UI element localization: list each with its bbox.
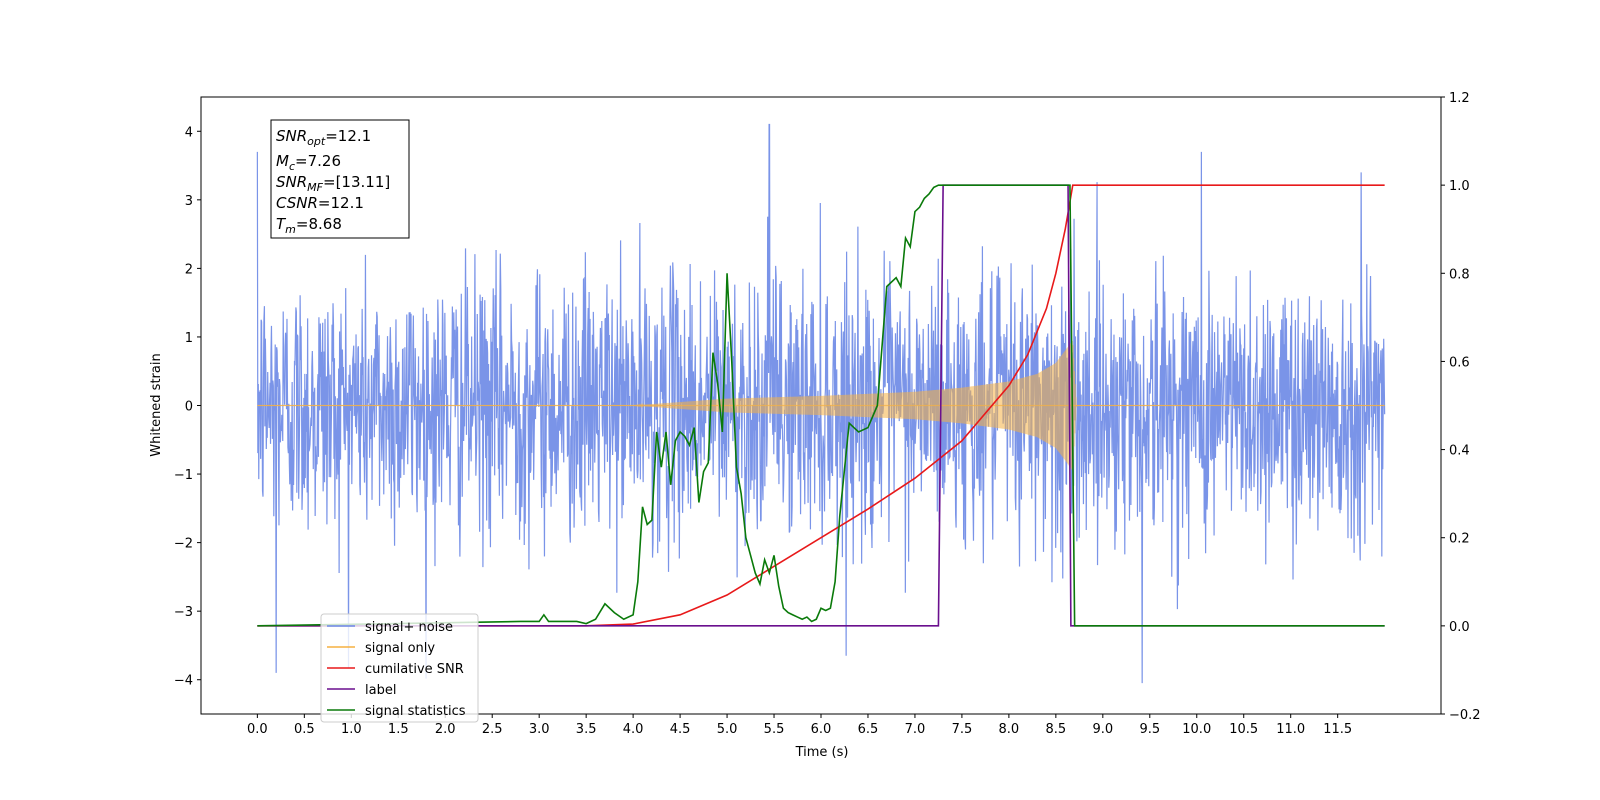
y-right-tick-label: 0.8: [1449, 267, 1470, 282]
legend-frame: [320, 613, 479, 723]
x-tick-label: 0.0: [247, 722, 268, 737]
y-right-tick-label: 0.0: [1449, 620, 1470, 635]
y-right-tick-label: 1.0: [1449, 179, 1470, 194]
x-tick-label: 8.5: [1046, 722, 1067, 737]
x-tick-label: 6.0: [811, 722, 832, 737]
x-tick-label: 10.5: [1229, 722, 1258, 737]
legend-label-label: label: [365, 683, 396, 698]
x-tick-label: 1.5: [388, 722, 409, 737]
signal-statistics-line: [257, 184, 1385, 627]
y-right-tick-label: 0.6: [1449, 355, 1470, 370]
x-tick-label: 9.0: [1092, 722, 1113, 737]
x-tick-label: 11.0: [1276, 722, 1305, 737]
series-signal-noise: [256, 123, 1386, 684]
annotation-line-snr-mf: SNRMF=[13.11]: [276, 173, 390, 194]
legend-label-signal-noise: signal+ noise: [365, 620, 453, 635]
plot-area: [256, 123, 1386, 684]
y-left-tick-label: 3: [185, 194, 193, 209]
x-axis-ticks: 0.0 0.5 1.0 1.5 2.0 2.5 3.0 3.5 4.0 4.5 5.0 5.5 6.0 6…: [247, 714, 1352, 737]
legend-label-signal-statistics: signal statistics: [365, 704, 466, 719]
x-tick-label: 3.5: [576, 722, 597, 737]
y-left-tick-label: −1: [174, 468, 193, 483]
y-left-tick-label: 1: [185, 331, 193, 346]
right-axis-lines: [257, 184, 1385, 627]
legend-label-signal-only: signal only: [365, 641, 435, 656]
x-tick-label: 6.5: [858, 722, 879, 737]
x-tick-label: 2.5: [482, 722, 503, 737]
annotation-line-tm: Tm=8.68: [276, 215, 342, 236]
x-tick-label: 5.5: [764, 722, 785, 737]
x-tick-label: 1.0: [341, 722, 362, 737]
series-signal-only: [257, 341, 1385, 471]
y-right-tick-label: 0.2: [1449, 532, 1470, 547]
x-tick-label: 9.5: [1139, 722, 1160, 737]
legend: signal+ noise signal only cumilative SNR…: [320, 613, 479, 723]
y-left-tick-label: −2: [174, 537, 193, 552]
signal-noise-line: [256, 123, 1386, 684]
y-left-tick-label: 2: [185, 262, 193, 277]
y-left-tick-label: −4: [174, 674, 193, 689]
y-left-tick-label: −3: [174, 605, 193, 620]
x-tick-label: 11.5: [1323, 722, 1352, 737]
parameter-annotation-box: SNRopt=12.1 Mc=7.26 SNRMF=[13.11] CSNR=1…: [270, 119, 410, 239]
x-tick-label: 4.0: [623, 722, 644, 737]
annotation-line-mc: Mc=7.26: [276, 152, 341, 173]
annotation-line-snr-opt: SNRopt=12.1: [276, 127, 371, 148]
y-left-tick-label: 4: [185, 125, 193, 140]
y-axis-right-ticks: −0.2 0.0 0.2 0.4 0.6 0.8 1.0 1.2: [1441, 91, 1481, 723]
y-axis-left-label: Whitened strain: [149, 353, 164, 456]
x-tick-label: 2.0: [435, 722, 456, 737]
annotation-frame: [270, 119, 410, 239]
x-tick-label: 8.0: [999, 722, 1020, 737]
legend-label-cumulative-snr: cumilative SNR: [365, 662, 464, 677]
x-tick-label: 0.5: [294, 722, 315, 737]
x-tick-label: 7.5: [952, 722, 973, 737]
y-right-tick-label: 1.2: [1449, 91, 1470, 106]
annotation-line-csnr: CSNR=12.1: [276, 194, 364, 212]
y-axis-left-ticks: −4 −3 −2 −1 0 1 2 3 4: [174, 125, 201, 689]
y-right-tick-label: −0.2: [1449, 708, 1481, 723]
x-tick-label: 4.5: [670, 722, 691, 737]
x-tick-label: 5.0: [717, 722, 738, 737]
x-tick-label: 3.0: [529, 722, 550, 737]
y-right-tick-label: 0.4: [1449, 444, 1470, 459]
x-axis-label: Time (s): [795, 745, 849, 760]
cumulative-snr-line: [257, 184, 1385, 627]
x-tick-label: 7.0: [905, 722, 926, 737]
x-tick-label: 10.0: [1182, 722, 1211, 737]
y-left-tick-label: 0: [185, 400, 193, 415]
